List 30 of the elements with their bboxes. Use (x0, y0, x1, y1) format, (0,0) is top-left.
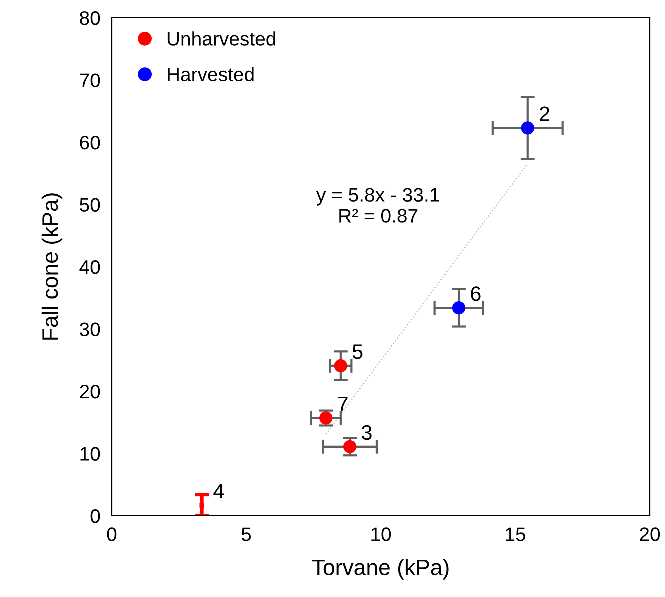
x-axis-title: Torvane (kPa) (312, 559, 449, 580)
x-tick-label: 15 (506, 528, 526, 542)
y-tick-label: 50 (80, 198, 100, 212)
annotation: y = 5.8x - 33.1 R² = 0.87 (316, 188, 440, 223)
y-tick-label: 10 (80, 447, 100, 461)
annotation: 2 (540, 106, 550, 122)
y-tick-label: 70 (80, 74, 100, 88)
legend-label: Unharvested (168, 32, 276, 46)
x-tick-label: 20 (640, 528, 660, 542)
annotation: 7 (338, 396, 348, 412)
point (200, 503, 205, 508)
y-tick-label: 80 (80, 11, 100, 26)
point (343, 440, 357, 454)
point (521, 122, 534, 135)
y-tick-label: 40 (80, 260, 100, 274)
y-tick-label: 60 (80, 136, 100, 150)
y-axis-title: Fall cone (kPa) (42, 194, 63, 340)
annotation: 6 (471, 286, 481, 302)
point (452, 301, 466, 315)
point (334, 359, 348, 373)
y-tick-label: 20 (80, 384, 100, 399)
y-tick-label: 0 (90, 509, 100, 524)
annotation: 5 (352, 344, 363, 360)
annotation: 4 (214, 484, 224, 498)
legend-label: Harvested (168, 67, 254, 82)
x-tick-label: 10 (372, 528, 392, 542)
x-tick-label: 0 (107, 528, 117, 542)
x-tick-label: 5 (242, 528, 252, 542)
y-tick-label: 30 (80, 322, 100, 336)
annotation: 3 (362, 425, 372, 440)
